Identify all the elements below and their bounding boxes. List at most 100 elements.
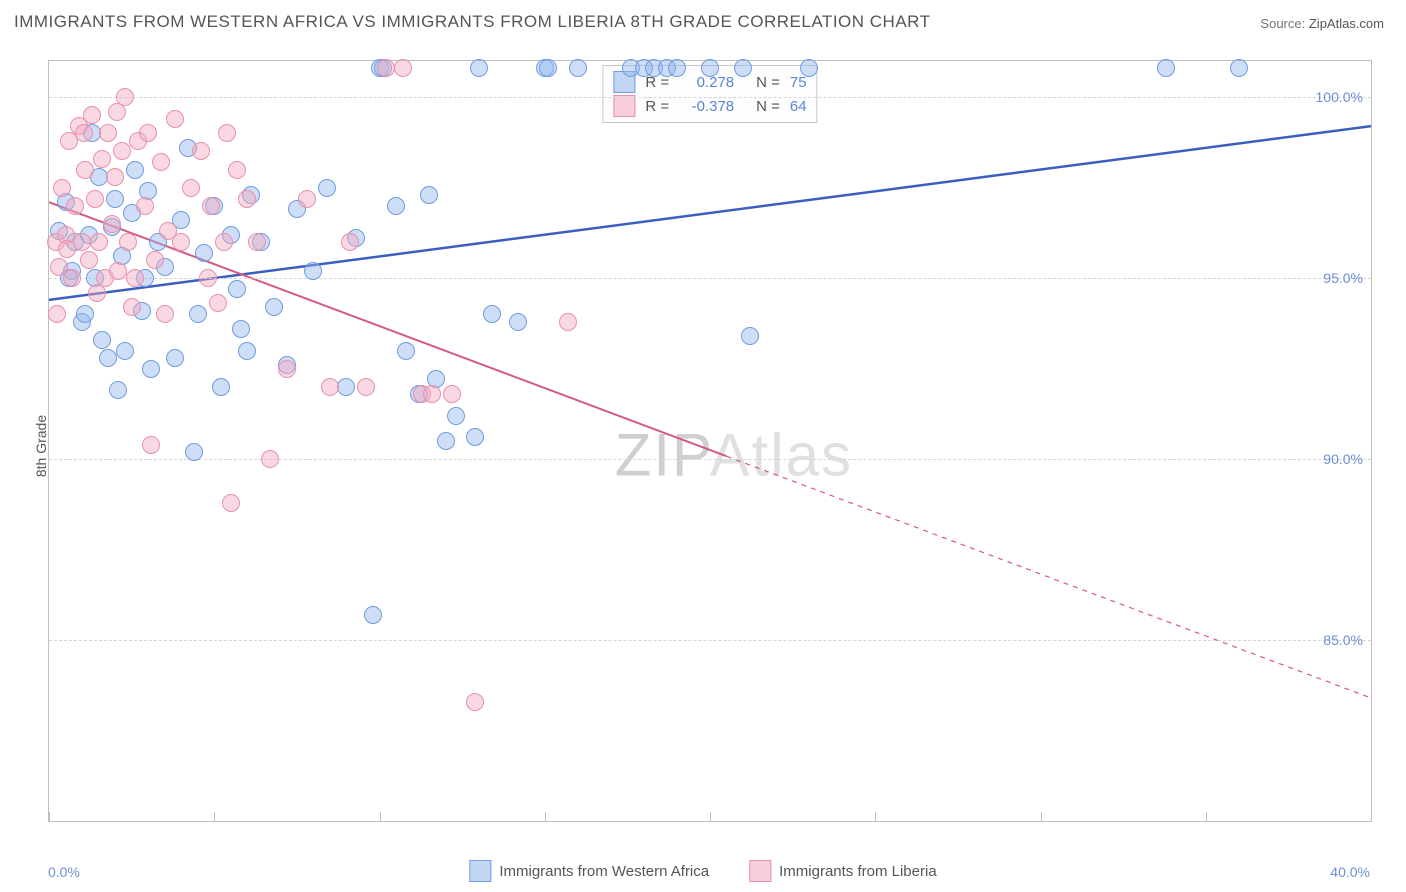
- data-point-wa: [509, 313, 527, 331]
- data-point-lb: [93, 150, 111, 168]
- data-point-lb: [48, 305, 66, 323]
- data-point-lb: [99, 124, 117, 142]
- data-point-lb: [559, 313, 577, 331]
- data-point-wa: [470, 59, 488, 77]
- y-tick-label: 85.0%: [1323, 632, 1363, 648]
- x-tick: [49, 812, 50, 822]
- data-point-lb: [166, 110, 184, 128]
- legend-swatch: [613, 95, 635, 117]
- data-point-lb: [156, 305, 174, 323]
- x-axis-min-label: 0.0%: [48, 864, 80, 880]
- plot-area: ZIPAtlas R =0.278N =75R =-0.378N =64 85.…: [48, 60, 1372, 822]
- source-link[interactable]: ZipAtlas.com: [1309, 16, 1384, 31]
- source-prefix: Source:: [1260, 16, 1305, 31]
- y-axis-label: 8th Grade: [33, 415, 49, 477]
- gridline: [49, 459, 1371, 460]
- data-point-wa: [166, 349, 184, 367]
- data-point-lb: [321, 378, 339, 396]
- data-point-wa: [668, 59, 686, 77]
- data-point-lb: [58, 240, 76, 258]
- data-point-wa: [116, 342, 134, 360]
- data-point-lb: [113, 142, 131, 160]
- data-point-lb: [136, 197, 154, 215]
- n-label: N =: [756, 74, 780, 91]
- source-label: Source: ZipAtlas.com: [1260, 16, 1384, 31]
- data-point-wa: [318, 179, 336, 197]
- data-point-wa: [734, 59, 752, 77]
- legend-swatch: [749, 860, 771, 882]
- data-point-lb: [357, 378, 375, 396]
- data-point-wa: [364, 606, 382, 624]
- data-point-lb: [182, 179, 200, 197]
- r-label: R =: [645, 98, 669, 115]
- data-point-lb: [172, 233, 190, 251]
- data-point-lb: [142, 436, 160, 454]
- data-point-wa: [701, 59, 719, 77]
- data-point-lb: [423, 385, 441, 403]
- data-point-lb: [83, 106, 101, 124]
- data-point-wa: [304, 262, 322, 280]
- legend-label: Immigrants from Western Africa: [499, 863, 709, 880]
- data-point-wa: [93, 331, 111, 349]
- data-point-lb: [76, 161, 94, 179]
- data-point-lb: [88, 284, 106, 302]
- regression-lines: [49, 61, 1371, 821]
- data-point-wa: [265, 298, 283, 316]
- data-point-lb: [90, 233, 108, 251]
- legend-swatch: [469, 860, 491, 882]
- data-point-wa: [142, 360, 160, 378]
- data-point-wa: [337, 378, 355, 396]
- data-point-lb: [278, 360, 296, 378]
- data-point-wa: [800, 59, 818, 77]
- data-point-lb: [119, 233, 137, 251]
- n-value: 64: [790, 98, 807, 115]
- data-point-wa: [437, 432, 455, 450]
- data-point-wa: [126, 161, 144, 179]
- data-point-lb: [75, 124, 93, 142]
- data-point-wa: [420, 186, 438, 204]
- data-point-wa: [569, 59, 587, 77]
- data-point-lb: [108, 103, 126, 121]
- x-tick: [710, 812, 711, 822]
- regression-line-wa: [49, 126, 1371, 300]
- data-point-wa: [1230, 59, 1248, 77]
- data-point-lb: [209, 294, 227, 312]
- chart-title: IMMIGRANTS FROM WESTERN AFRICA VS IMMIGR…: [14, 12, 931, 32]
- data-point-lb: [63, 269, 81, 287]
- x-tick: [545, 812, 546, 822]
- data-point-lb: [443, 385, 461, 403]
- data-point-lb: [466, 693, 484, 711]
- y-tick-label: 100.0%: [1316, 89, 1363, 105]
- x-tick: [380, 812, 381, 822]
- y-tick-label: 90.0%: [1323, 451, 1363, 467]
- x-axis-max-label: 40.0%: [1330, 864, 1370, 880]
- data-point-wa: [106, 190, 124, 208]
- data-point-lb: [152, 153, 170, 171]
- data-point-wa: [387, 197, 405, 215]
- regression-line-lb-extrapolated: [727, 456, 1371, 698]
- data-point-wa: [185, 443, 203, 461]
- data-point-lb: [394, 59, 412, 77]
- data-point-lb: [86, 190, 104, 208]
- data-point-lb: [222, 494, 240, 512]
- legend-item: Immigrants from Western Africa: [469, 860, 709, 882]
- data-point-wa: [741, 327, 759, 345]
- data-point-lb: [202, 197, 220, 215]
- data-point-lb: [261, 450, 279, 468]
- data-point-lb: [126, 269, 144, 287]
- data-point-lb: [103, 215, 121, 233]
- data-point-wa: [539, 59, 557, 77]
- x-tick: [214, 812, 215, 822]
- chart-container: IMMIGRANTS FROM WESTERN AFRICA VS IMMIGR…: [0, 0, 1406, 892]
- data-point-lb: [146, 251, 164, 269]
- data-point-wa: [232, 320, 250, 338]
- data-point-wa: [189, 305, 207, 323]
- x-tick: [1371, 812, 1372, 822]
- data-point-lb: [139, 124, 157, 142]
- data-point-wa: [483, 305, 501, 323]
- data-point-wa: [212, 378, 230, 396]
- data-point-wa: [1157, 59, 1175, 77]
- gridline: [49, 640, 1371, 641]
- data-point-wa: [228, 280, 246, 298]
- legend-label: Immigrants from Liberia: [779, 863, 937, 880]
